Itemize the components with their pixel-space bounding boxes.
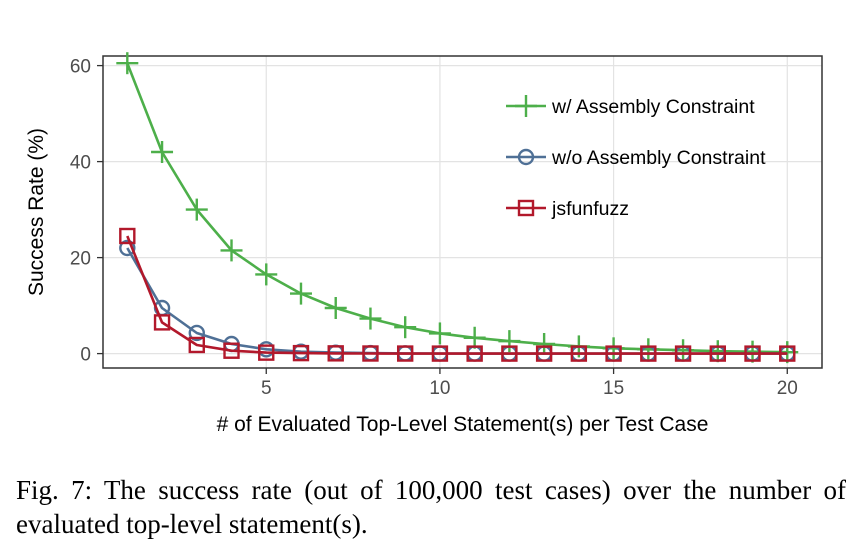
data-point (255, 263, 278, 286)
data-point (428, 322, 451, 345)
data-point (359, 307, 382, 330)
y-tick-label: 40 (70, 153, 91, 174)
data-point (396, 345, 414, 362)
legend-marker (517, 199, 535, 217)
data-point (535, 345, 553, 362)
data-point (744, 345, 761, 362)
data-point (570, 345, 588, 362)
data-point (362, 345, 379, 362)
series-layer (116, 52, 799, 364)
figure-caption: Fig. 7: The success rate (out of 100,000… (16, 475, 846, 539)
data-point (119, 239, 136, 257)
data-point (498, 330, 521, 353)
line-chart: 5 10 15 20 0 20 40 60 w/ Assembly Constraint w/o… (25, 52, 823, 436)
y-axis-label: Success Rate (%) (25, 128, 48, 296)
data-point (116, 52, 139, 75)
data-point (466, 345, 483, 362)
data-point (223, 342, 240, 359)
data-point (153, 314, 171, 331)
data-point (501, 345, 518, 362)
series-line (126, 235, 788, 355)
y-tick-label: 20 (70, 249, 91, 270)
legend-label: w/o Assembly Constraint (551, 147, 766, 169)
data-point (463, 326, 486, 349)
y-tick-label: 60 (70, 57, 91, 78)
x-tick-label: 10 (429, 378, 450, 399)
x-tick-label: 5 (261, 378, 272, 399)
plot-frame (102, 55, 823, 369)
data-point (119, 227, 136, 245)
data-point (151, 141, 174, 163)
data-point (324, 297, 347, 319)
data-point (185, 198, 208, 221)
x-tick-label: 15 (603, 378, 624, 399)
data-point (220, 239, 243, 262)
x-tick-label: 20 (777, 378, 798, 399)
data-point (394, 316, 417, 339)
data-point (188, 336, 205, 354)
data-point (605, 345, 622, 362)
y-tick-label: 0 (80, 345, 91, 366)
legend-marker (515, 95, 537, 117)
data-point (533, 333, 556, 355)
data-point (292, 344, 310, 362)
x-axis-label: # of Evaluated Top-Level Statement(s) pe… (217, 413, 709, 436)
legend-marker (517, 148, 535, 166)
data-point (640, 345, 657, 362)
data-point (431, 345, 449, 362)
axes: 5 10 15 20 0 20 40 60 (70, 55, 823, 399)
chart: 5 10 15 20 0 20 40 60 w/ Assembly Constraint w/o… (25, 52, 823, 436)
legend-label: w/ Assembly Constraint (551, 96, 755, 118)
legend-label: jsfunfuzz (551, 198, 629, 220)
data-point (674, 345, 692, 362)
data-point (289, 282, 312, 305)
data-point (258, 344, 275, 361)
data-point (327, 345, 344, 362)
data-point (779, 345, 796, 362)
legend: w/ Assembly Constraint w/o Assembly Const… (506, 95, 766, 220)
data-point (709, 345, 726, 362)
data-point (188, 324, 205, 342)
